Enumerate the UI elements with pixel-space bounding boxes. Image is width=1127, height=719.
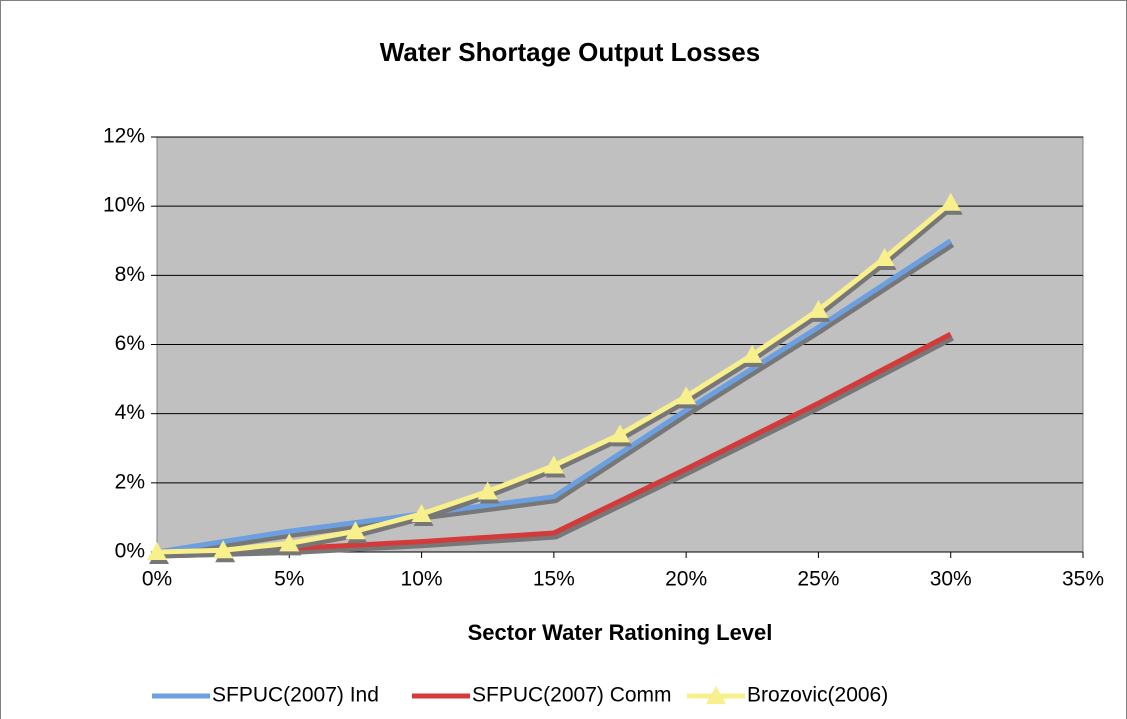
x-tick-label: 35%	[1062, 568, 1104, 591]
point-marker	[213, 540, 234, 559]
x-tick-label: 30%	[930, 568, 972, 591]
x-tick-label: 5%	[274, 568, 304, 591]
x-axis-title: Sector Water Rationing Level	[468, 620, 773, 645]
point-marker	[874, 248, 895, 267]
point-marker	[808, 299, 829, 318]
y-tick-label: 0%	[115, 540, 145, 563]
point-marker	[742, 344, 763, 363]
y-tick-label: 4%	[115, 401, 145, 424]
x-tick-label: 20%	[665, 568, 707, 591]
legend-label: SFPUC(2007) Comm	[472, 684, 672, 707]
y-tick-label: 8%	[115, 263, 145, 286]
line-shadow	[158, 242, 955, 559]
chart-title: Water Shortage Output Losses	[380, 37, 760, 67]
y-tick-label: 2%	[115, 470, 145, 493]
series-line	[156, 331, 952, 555]
y-tick-label: 10%	[103, 194, 145, 217]
point-marker	[345, 521, 366, 540]
y-tick-label: 6%	[115, 332, 145, 355]
point-marker	[940, 192, 961, 211]
point-marker	[147, 542, 167, 560]
legend-marker	[706, 686, 726, 704]
legend-label: Brozovic(2006)	[747, 684, 888, 707]
point-marker	[543, 455, 564, 474]
line-shadow	[158, 335, 954, 559]
series-line	[156, 238, 953, 555]
x-tick-label: 0%	[142, 568, 172, 591]
legend-label: SFPUC(2007) Ind	[212, 684, 379, 707]
point-marker	[279, 533, 300, 552]
point-marker	[477, 481, 498, 500]
point-marker	[411, 503, 432, 522]
x-tick-label: 15%	[533, 568, 575, 591]
point-marker	[610, 424, 630, 443]
x-tick-label: 10%	[401, 568, 443, 591]
point-marker	[676, 386, 697, 405]
x-tick-label: 25%	[797, 568, 839, 591]
y-tick-label: 12%	[103, 125, 145, 148]
